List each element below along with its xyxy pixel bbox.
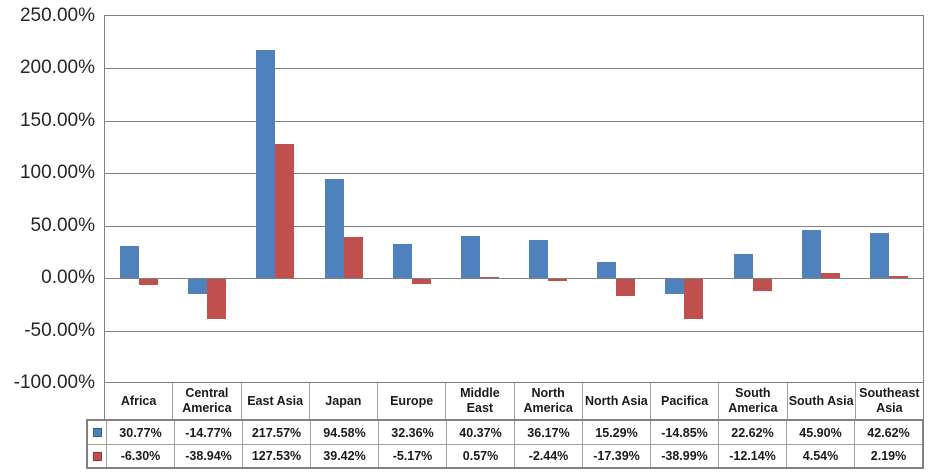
category-header-cell: Middle East [445, 383, 513, 419]
bar-blue-series-3 [256, 50, 276, 279]
value-cell: 2.19% [854, 445, 922, 467]
bar-blue-series-12 [869, 233, 889, 279]
value-cell: 4.54% [786, 445, 854, 467]
value-cell: -17.39% [582, 445, 650, 467]
gridline [105, 173, 923, 175]
category-header-cell: East Asia [240, 383, 309, 419]
bar-blue-series-7 [529, 240, 549, 279]
value-cell: 40.37% [446, 421, 514, 444]
bar-blue-series-4 [324, 178, 344, 279]
bar-blue-series-11 [801, 230, 821, 279]
bar-blue-series-5 [392, 244, 412, 279]
value-cell: -38.94% [174, 445, 242, 467]
gridline [105, 330, 923, 332]
value-cell: 217.57% [242, 421, 310, 444]
value-cell: 127.53% [242, 445, 310, 467]
gridline [105, 120, 923, 122]
y-tick-label: 250.00% [19, 5, 95, 26]
value-cell: -6.30% [106, 445, 174, 467]
value-cell: 32.36% [378, 421, 446, 444]
data-table-header-row: Africa Central America East Asia Japan Europ… [104, 382, 924, 420]
bar-blue-series-8 [597, 262, 617, 279]
category-header-cell: North Asia [581, 383, 650, 419]
bar-red-series-9 [684, 278, 704, 320]
bar-red-series-1 [139, 278, 159, 285]
category-header-cell: Europe [377, 383, 445, 419]
bar-red-series-10 [752, 278, 772, 291]
plot-area [104, 15, 924, 384]
value-cell: 45.90% [786, 421, 854, 444]
bar-blue-series-10 [733, 254, 753, 279]
category-header-cell: Southeast Asia [854, 383, 923, 419]
value-cell: -14.77% [174, 421, 242, 444]
value-cell: -14.85% [650, 421, 718, 444]
bar-red-series-5 [411, 278, 431, 284]
bar-red-series-3 [275, 144, 295, 279]
gridline [105, 68, 923, 70]
value-cell: -2.44% [514, 445, 582, 467]
value-cell: 42.62% [854, 421, 922, 444]
value-cell: 22.62% [718, 421, 786, 444]
data-table-body: 30.77% -14.77% 217.57% 94.58% 32.36% 40.37% 36… [86, 419, 924, 469]
value-cell: 0.57% [446, 445, 514, 467]
value-cell: -12.14% [718, 445, 786, 467]
bar-blue-series-6 [460, 235, 480, 279]
value-cell: 30.77% [106, 421, 174, 444]
bar-blue-series-1 [120, 245, 140, 279]
legend-swatch-red-series [92, 451, 102, 461]
y-tick-label: 150.00% [19, 109, 95, 131]
bar-red-series-11 [820, 273, 840, 279]
category-header-cell: North America [513, 383, 582, 419]
category-header-cell: South Asia [786, 383, 855, 419]
category-header-cell: Pacifica [650, 383, 718, 419]
category-header-cell: Japan [308, 383, 377, 419]
gridline [105, 225, 923, 227]
legend-cell [88, 445, 106, 467]
value-cell: -38.99% [650, 445, 718, 467]
bar-blue-series-2 [188, 278, 208, 294]
value-cell: 39.42% [310, 445, 378, 467]
category-header-cell: Africa [120, 393, 157, 408]
bar-red-series-2 [207, 278, 227, 319]
legend-swatch-blue-series [92, 428, 102, 437]
value-cell: -5.17% [378, 445, 446, 467]
y-tick-label: -100.00% [13, 372, 95, 393]
y-tick-label: 0.00% [41, 267, 95, 289]
value-cell: 36.17% [514, 421, 582, 444]
bar-red-series-4 [343, 236, 363, 279]
zero-axis-line [105, 278, 923, 280]
table-row-red-series: -6.30% -38.94% 127.53% 39.42% -5.17% 0.57% -2.… [88, 444, 922, 467]
table-row-blue-series: 30.77% -14.77% 217.57% 94.58% 32.36% 40.37% 36… [88, 421, 922, 444]
value-cell: 15.29% [582, 421, 650, 444]
bar-red-series-7 [548, 278, 568, 281]
y-tick-label: 100.00% [19, 162, 95, 184]
category-header-cell: Central America [172, 383, 240, 419]
bar-red-series-8 [616, 278, 636, 297]
legend-cell [88, 421, 106, 444]
category-header-cell: South America [718, 383, 786, 419]
y-tick-label: 50.00% [30, 214, 95, 236]
bar-red-series-6 [479, 277, 499, 279]
y-tick-label: -50.00% [24, 319, 95, 341]
bar-blue-series-9 [665, 278, 685, 294]
value-cell: 94.58% [310, 421, 378, 444]
y-tick-label: 200.00% [19, 57, 95, 79]
y-axis: 250.00% 200.00% 150.00% 100.00% 50.00% 0.00% -… [0, 0, 95, 400]
bar-red-series-12 [888, 275, 908, 279]
